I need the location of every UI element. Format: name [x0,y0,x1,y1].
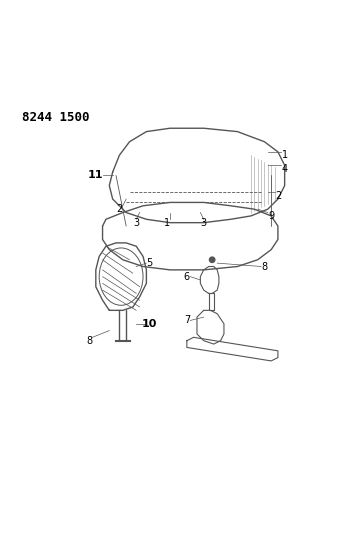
Text: 1: 1 [282,150,288,160]
Text: 7: 7 [184,316,190,326]
Circle shape [209,257,215,262]
Text: 6: 6 [184,272,190,281]
Text: 2: 2 [116,204,122,214]
Text: 3: 3 [133,217,139,228]
Text: 2: 2 [275,191,281,201]
Text: 3: 3 [201,217,207,228]
Text: 8: 8 [261,262,268,271]
Text: 4: 4 [282,164,288,174]
Text: 5: 5 [147,258,153,268]
Text: 11: 11 [88,171,104,181]
Text: 9: 9 [268,211,274,221]
Text: 10: 10 [142,319,157,329]
Text: 8: 8 [86,336,92,346]
Text: 1: 1 [164,217,170,228]
Text: 8244 1500: 8244 1500 [22,111,89,124]
